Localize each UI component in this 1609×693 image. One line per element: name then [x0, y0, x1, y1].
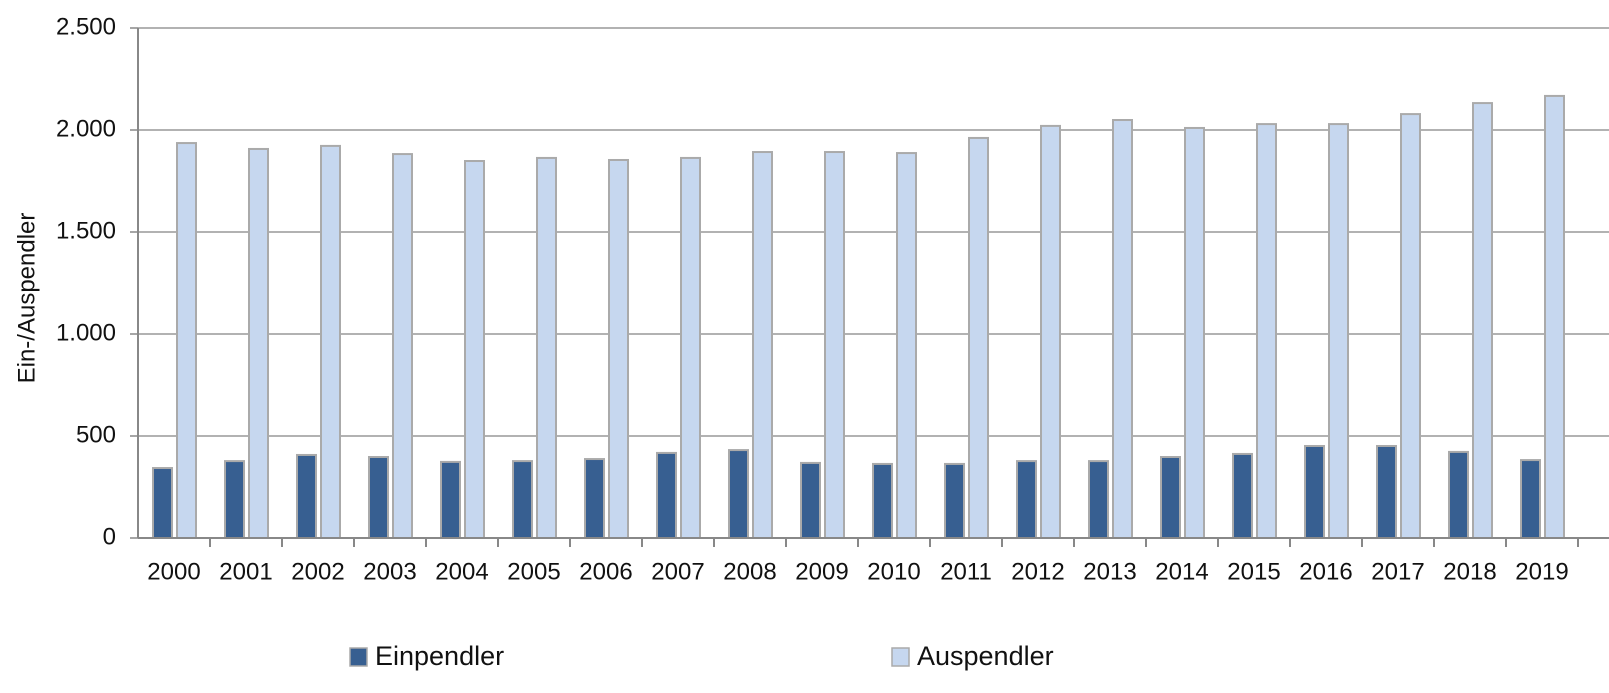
bar — [1184, 126, 1205, 540]
bar — [368, 456, 389, 539]
bar — [1472, 102, 1493, 540]
bar — [248, 147, 269, 540]
bar — [1232, 452, 1253, 539]
y-tick-label: 2.000 — [56, 115, 116, 142]
x-tick-label: 2000 — [147, 558, 200, 585]
x-tick-label: 2001 — [219, 558, 272, 585]
x-tick-label: 2017 — [1371, 558, 1424, 585]
bar — [320, 144, 341, 540]
bar — [536, 156, 557, 539]
x-tick-label: 2016 — [1299, 558, 1352, 585]
bar — [392, 153, 413, 540]
y-axis-label: Ein-/Auspendler — [13, 213, 40, 384]
bar — [512, 460, 533, 540]
y-tick-label: 1.000 — [56, 319, 116, 346]
x-tick-label: 2006 — [579, 558, 632, 585]
bar — [1040, 124, 1061, 539]
bar — [728, 449, 749, 539]
x-tick-label: 2004 — [435, 558, 488, 585]
x-tick-label: 2011 — [940, 558, 992, 585]
x-tick-label: 2013 — [1083, 558, 1136, 585]
legend-label: Einpendler — [375, 641, 504, 671]
x-tick-label: 2019 — [1515, 558, 1568, 585]
bar — [1448, 450, 1469, 539]
y-tick-label: 1.500 — [56, 217, 116, 244]
x-tick-label: 2008 — [723, 558, 776, 585]
x-tick-label: 2012 — [1011, 558, 1064, 585]
bar — [464, 160, 485, 539]
legend: Einpendler Auspendler — [349, 641, 1054, 671]
bar — [176, 142, 197, 539]
bar — [968, 136, 989, 539]
y-tick-label: 2.500 — [56, 13, 116, 40]
bar — [1328, 123, 1349, 539]
bar — [584, 458, 605, 539]
x-tick-label: 2015 — [1227, 558, 1280, 585]
legend-swatch — [891, 647, 910, 667]
y-tick-label: 0 — [103, 523, 116, 550]
legend-swatch — [349, 647, 368, 667]
x-tick-label: 2007 — [651, 558, 704, 585]
x-tick-label: 2010 — [867, 558, 920, 585]
bar — [872, 462, 893, 539]
bar — [440, 460, 461, 539]
y-tick-label: 500 — [76, 421, 116, 448]
x-tick-label: 2009 — [795, 558, 848, 585]
bar — [1544, 94, 1565, 539]
bar — [1016, 460, 1037, 540]
bar — [680, 156, 701, 539]
legend-label: Auspendler — [917, 641, 1054, 671]
x-tick-label: 2018 — [1443, 558, 1496, 585]
bar — [752, 151, 773, 539]
bar — [896, 152, 917, 539]
bar — [152, 467, 173, 540]
bar — [656, 451, 677, 540]
x-tick-label: 2014 — [1155, 558, 1208, 585]
bar — [944, 462, 965, 539]
bar — [224, 460, 245, 540]
x-tick-label: 2002 — [291, 558, 344, 585]
bar — [800, 461, 821, 540]
bar — [824, 151, 845, 539]
bar — [1112, 119, 1133, 539]
x-tick-label: 2003 — [363, 558, 416, 585]
bar — [296, 453, 317, 539]
x-tick-label: 2005 — [507, 558, 560, 585]
bar — [1304, 444, 1325, 539]
bar — [608, 158, 629, 539]
bar — [1376, 444, 1397, 539]
bar — [1160, 456, 1181, 539]
bar — [1088, 460, 1109, 540]
bar — [1520, 459, 1541, 539]
bar — [1256, 123, 1277, 539]
bar — [1400, 113, 1421, 539]
